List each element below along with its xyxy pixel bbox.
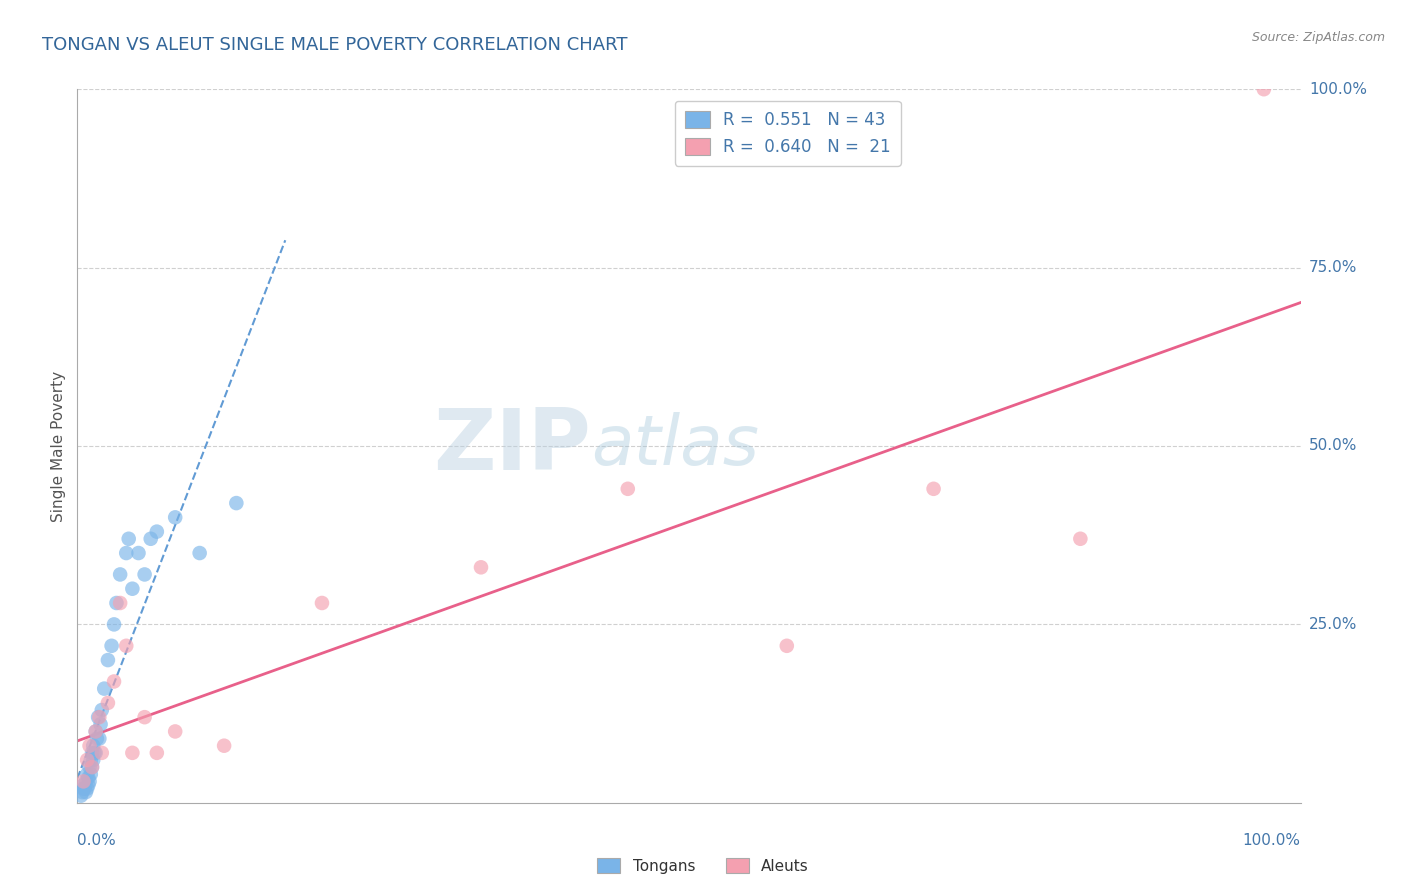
Point — [311, 596, 333, 610]
Point — [73, 781, 96, 796]
Point — [115, 546, 138, 560]
Y-axis label: Single Male Poverty: Single Male Poverty — [51, 370, 66, 522]
Point — [89, 710, 111, 724]
Point — [165, 724, 187, 739]
Point — [146, 524, 169, 539]
Point — [86, 731, 108, 746]
Point — [115, 639, 138, 653]
Point — [225, 496, 247, 510]
Point — [134, 567, 156, 582]
Point — [188, 546, 211, 560]
Point — [146, 746, 169, 760]
Point — [87, 710, 110, 724]
Legend: Tongans, Aleuts: Tongans, Aleuts — [592, 852, 814, 880]
Point — [80, 767, 103, 781]
Point — [134, 710, 156, 724]
Point — [80, 746, 103, 760]
Text: Source: ZipAtlas.com: Source: ZipAtlas.com — [1251, 31, 1385, 45]
Point — [97, 653, 120, 667]
Text: 100.0%: 100.0% — [1243, 833, 1301, 848]
Point — [77, 771, 100, 785]
Point — [93, 681, 115, 696]
Text: atlas: atlas — [591, 412, 759, 480]
Point — [97, 696, 120, 710]
Point — [72, 778, 94, 792]
Point — [70, 789, 93, 803]
Point — [776, 639, 799, 653]
Point — [121, 582, 143, 596]
Point — [617, 482, 640, 496]
Point — [80, 760, 103, 774]
Point — [1069, 532, 1091, 546]
Point — [139, 532, 162, 546]
Point — [76, 753, 98, 767]
Text: 75.0%: 75.0% — [1309, 260, 1357, 275]
Point — [84, 724, 107, 739]
Point — [127, 546, 149, 560]
Point — [76, 781, 98, 796]
Point — [82, 739, 104, 753]
Point — [470, 560, 492, 574]
Point — [79, 760, 101, 774]
Text: TONGAN VS ALEUT SINGLE MALE POVERTY CORRELATION CHART: TONGAN VS ALEUT SINGLE MALE POVERTY CORR… — [42, 36, 627, 54]
Text: 0.0%: 0.0% — [77, 833, 117, 848]
Point — [90, 746, 112, 760]
Text: 100.0%: 100.0% — [1309, 82, 1367, 96]
Point — [100, 639, 122, 653]
Point — [75, 785, 97, 799]
Point — [80, 753, 103, 767]
Point — [90, 703, 112, 717]
Point — [75, 774, 97, 789]
Point — [72, 781, 94, 796]
Point — [108, 596, 131, 610]
Legend: R =  0.551   N = 43, R =  0.640   N =  21: R = 0.551 N = 43, R = 0.640 N = 21 — [675, 101, 901, 166]
Point — [84, 746, 107, 760]
Point — [76, 767, 98, 781]
Point — [108, 567, 131, 582]
Point — [118, 532, 141, 546]
Point — [82, 753, 104, 767]
Point — [79, 774, 101, 789]
Point — [1253, 82, 1275, 96]
Point — [70, 785, 93, 799]
Point — [103, 674, 125, 689]
Text: 25.0%: 25.0% — [1309, 617, 1357, 632]
Point — [103, 617, 125, 632]
Point — [83, 746, 105, 760]
Text: 50.0%: 50.0% — [1309, 439, 1357, 453]
Text: ZIP: ZIP — [433, 404, 591, 488]
Point — [80, 760, 103, 774]
Point — [922, 482, 945, 496]
Point — [72, 774, 94, 789]
Point — [77, 778, 100, 792]
Point — [79, 739, 101, 753]
Point — [212, 739, 235, 753]
Point — [105, 596, 128, 610]
Point — [89, 731, 111, 746]
Point — [84, 724, 107, 739]
Point — [121, 746, 143, 760]
Point — [165, 510, 187, 524]
Point — [90, 717, 112, 731]
